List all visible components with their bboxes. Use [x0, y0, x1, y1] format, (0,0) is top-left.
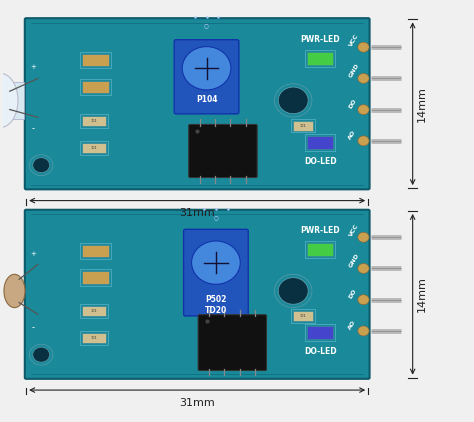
FancyBboxPatch shape	[307, 243, 334, 256]
Circle shape	[358, 263, 369, 273]
FancyBboxPatch shape	[82, 333, 106, 343]
Text: VCC: VCC	[348, 32, 360, 47]
Text: DO: DO	[347, 288, 357, 300]
FancyBboxPatch shape	[11, 81, 24, 119]
Text: 101: 101	[300, 314, 306, 318]
FancyBboxPatch shape	[307, 136, 334, 149]
Text: -: -	[32, 323, 35, 332]
Text: 101: 101	[91, 146, 98, 150]
Text: DO-LED: DO-LED	[304, 347, 337, 356]
FancyBboxPatch shape	[82, 306, 106, 316]
Text: AO: AO	[347, 320, 356, 331]
Text: +: +	[30, 252, 36, 257]
FancyBboxPatch shape	[307, 326, 334, 339]
Text: 101: 101	[91, 309, 98, 313]
Circle shape	[358, 105, 369, 115]
Circle shape	[33, 347, 50, 362]
FancyBboxPatch shape	[82, 54, 109, 66]
Text: 31mm: 31mm	[179, 398, 215, 408]
Text: +: +	[30, 64, 36, 70]
Text: DO: DO	[347, 98, 357, 110]
Ellipse shape	[0, 73, 18, 127]
Text: GND: GND	[348, 252, 360, 268]
FancyBboxPatch shape	[25, 18, 370, 189]
Circle shape	[191, 241, 240, 284]
FancyBboxPatch shape	[82, 143, 106, 153]
FancyBboxPatch shape	[189, 124, 257, 178]
Text: 101: 101	[91, 119, 98, 123]
FancyBboxPatch shape	[82, 245, 109, 257]
Text: DO-LED: DO-LED	[304, 157, 337, 166]
Circle shape	[33, 158, 50, 173]
Text: PWR-LED: PWR-LED	[301, 35, 340, 43]
Text: TD20: TD20	[205, 306, 227, 315]
FancyBboxPatch shape	[293, 311, 313, 321]
Circle shape	[182, 46, 231, 90]
Circle shape	[358, 42, 369, 52]
FancyBboxPatch shape	[198, 315, 266, 371]
Ellipse shape	[4, 274, 25, 308]
Text: 14mm: 14mm	[417, 86, 427, 122]
Text: 101: 101	[91, 335, 98, 340]
Text: -: -	[32, 124, 35, 134]
Text: PWR-LED: PWR-LED	[301, 226, 340, 235]
Text: GND: GND	[348, 62, 360, 78]
FancyBboxPatch shape	[82, 116, 106, 126]
FancyBboxPatch shape	[82, 271, 109, 284]
Text: 31mm: 31mm	[179, 208, 215, 218]
Text: ○: ○	[214, 215, 219, 220]
FancyBboxPatch shape	[174, 40, 239, 114]
Circle shape	[358, 295, 369, 305]
Text: P502: P502	[205, 295, 227, 304]
Text: P104: P104	[196, 95, 217, 104]
Circle shape	[358, 73, 369, 84]
FancyBboxPatch shape	[307, 51, 334, 65]
Circle shape	[358, 232, 369, 242]
Circle shape	[278, 87, 308, 114]
Circle shape	[278, 278, 308, 304]
Text: AO: AO	[347, 130, 356, 141]
Circle shape	[358, 326, 369, 336]
FancyBboxPatch shape	[25, 210, 370, 379]
Circle shape	[358, 136, 369, 146]
FancyBboxPatch shape	[82, 81, 109, 93]
Text: ○: ○	[204, 24, 209, 29]
FancyBboxPatch shape	[293, 121, 313, 131]
Text: 101: 101	[300, 124, 306, 128]
Text: 14mm: 14mm	[417, 276, 427, 312]
FancyBboxPatch shape	[183, 229, 248, 316]
Text: VCC: VCC	[348, 223, 360, 237]
